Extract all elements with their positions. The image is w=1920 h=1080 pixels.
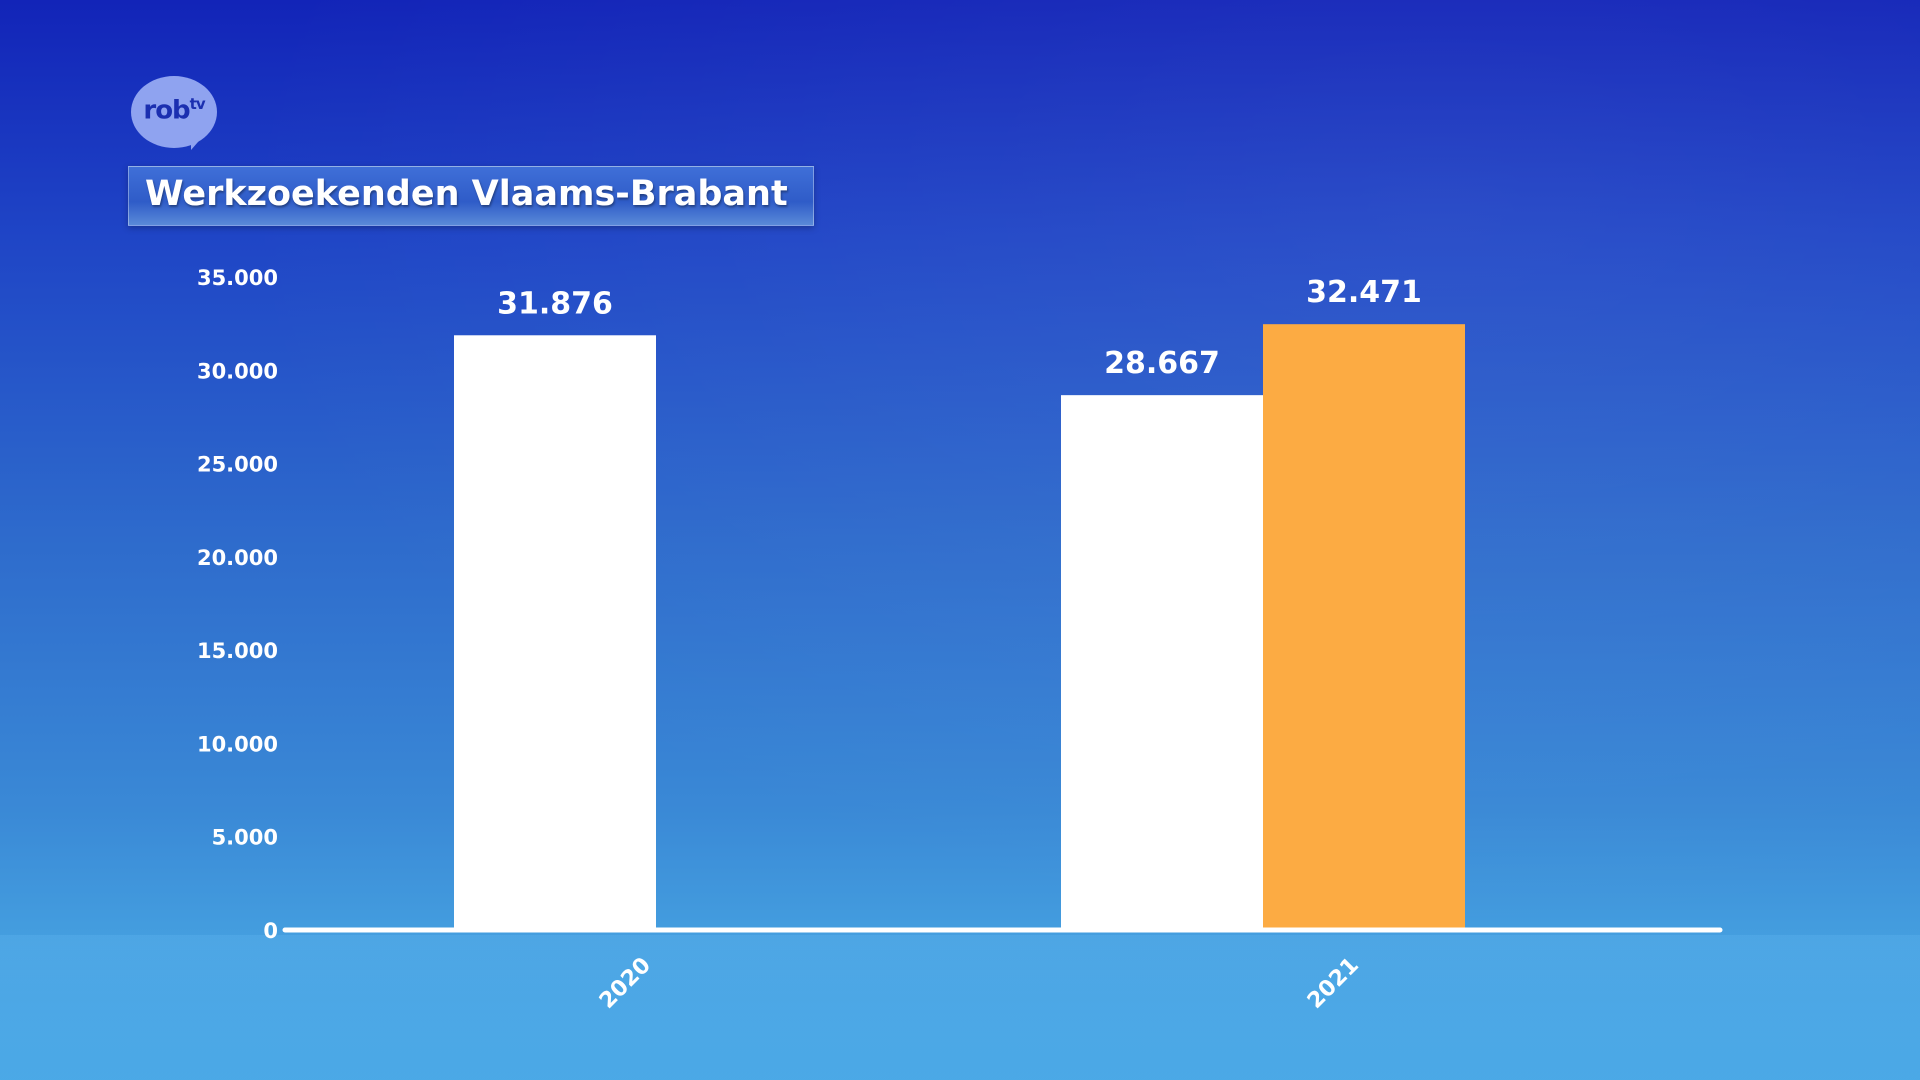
y-tick-label: 10.000 (197, 732, 278, 756)
logo-text: robtv (143, 94, 206, 126)
y-tick-label: 35.000 (197, 266, 278, 290)
logo-superscript: tv (189, 94, 206, 113)
bar-2021-series-2 (1263, 324, 1465, 930)
y-tick-label: 20.000 (197, 546, 278, 570)
bar-2021-series-1 (1061, 395, 1263, 930)
bar-2020-series-1 (454, 335, 656, 930)
y-tick-label: 0 (263, 919, 278, 943)
background-floor (0, 935, 1920, 1080)
y-tick-label: 15.000 (197, 639, 278, 663)
x-tick-label: 2021 (1303, 953, 1364, 1014)
y-tick-label: 25.000 (197, 453, 278, 477)
data-label: 28.667 (1104, 346, 1220, 381)
y-tick-label: 5.000 (212, 826, 278, 850)
x-tick-label: 2020 (595, 953, 656, 1014)
robtv-logo: robtv (131, 76, 217, 150)
data-label: 31.876 (497, 286, 613, 321)
y-tick-label: 30.000 (197, 359, 278, 383)
chart-title-box: Werkzoekenden Vlaams-Brabant (128, 166, 814, 226)
data-label: 32.471 (1306, 275, 1422, 310)
chart-title: Werkzoekenden Vlaams-Brabant (145, 174, 788, 214)
